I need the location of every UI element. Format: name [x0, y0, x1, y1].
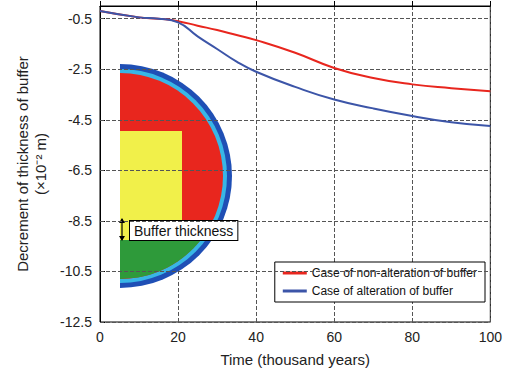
svg-text:40: 40: [248, 329, 264, 345]
svg-text:Case of alteration of buffer: Case of alteration of buffer: [312, 284, 453, 298]
svg-text:80: 80: [404, 329, 420, 345]
svg-text:Decrement of thickness of buff: Decrement of thickness of buffer: [14, 56, 31, 272]
svg-text:60: 60: [326, 329, 342, 345]
svg-text:-8.5: -8.5: [68, 213, 92, 229]
svg-text:-12.5: -12.5: [60, 314, 92, 330]
svg-text:-6.5: -6.5: [68, 162, 92, 178]
svg-text:0: 0: [96, 329, 104, 345]
svg-text:Case of non-alteration of buff: Case of non-alteration of buffer: [312, 266, 477, 280]
svg-text:(×10⁻² m): (×10⁻² m): [32, 133, 49, 195]
svg-text:-4.5: -4.5: [68, 112, 92, 128]
svg-text:-2.5: -2.5: [68, 61, 92, 77]
svg-text:Buffer thickness: Buffer thickness: [134, 223, 233, 239]
svg-text:-10.5: -10.5: [60, 263, 92, 279]
svg-text:-0.5: -0.5: [68, 11, 92, 27]
svg-text:100: 100: [479, 329, 503, 345]
svg-text:20: 20: [170, 329, 186, 345]
svg-text:Time (thousand years): Time (thousand years): [220, 351, 370, 368]
